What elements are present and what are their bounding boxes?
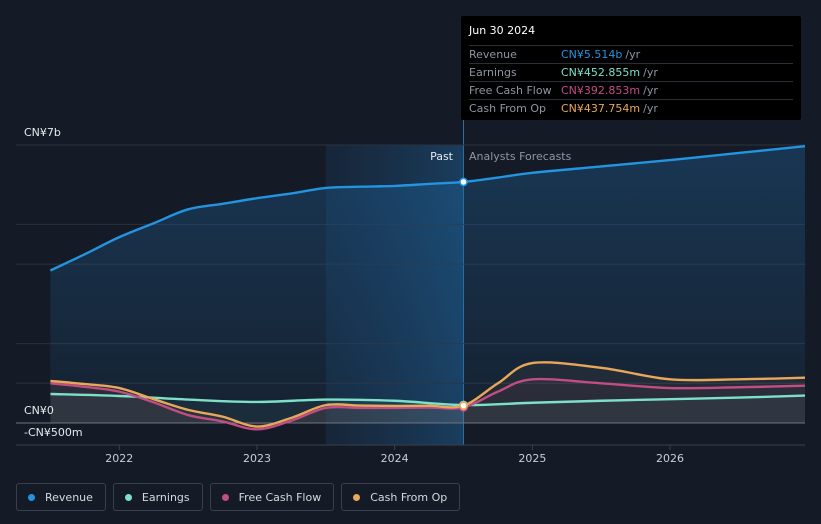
cash-from-op-marker	[459, 401, 468, 411]
x-tick-label: 2023	[243, 452, 271, 465]
cash-from-op-area	[50, 362, 806, 427]
x-tick-label: 2025	[518, 452, 546, 465]
legend-item-earnings[interactable]: Earnings	[112, 483, 203, 511]
forecast-label: Analysts Forecasts	[469, 150, 572, 163]
past-label: Past	[430, 150, 454, 163]
legend-label: Revenue	[45, 490, 93, 504]
tooltip-value: CN¥452.855m	[561, 66, 641, 79]
tooltip-row-revenue: Revenue CN¥5.514b /yr	[469, 45, 793, 63]
free-cash-flow-area	[50, 379, 806, 430]
cash-from-op-line	[50, 361, 806, 428]
tooltip: Jun 30 2024 Revenue CN¥5.514b /yr Earnin…	[461, 16, 801, 120]
revenue-area	[50, 146, 806, 424]
legend-dot-icon	[28, 493, 35, 501]
y-label-zero: CN¥0	[24, 404, 54, 417]
legend-label: Free Cash Flow	[238, 490, 322, 504]
tooltip-row-free-cash-flow: Free Cash Flow CN¥392.853m /yr	[469, 81, 793, 99]
legend-item-revenue[interactable]: Revenue	[16, 483, 106, 511]
tooltip-label: Revenue	[469, 48, 517, 61]
legend-item-cash-from-op[interactable]: Cash From Op	[341, 483, 461, 511]
legend-dot-icon	[124, 493, 132, 501]
x-tick-label: 2022	[105, 452, 133, 465]
revenue-line	[49, 144, 806, 272]
y-label-bottom: -CN¥500m	[24, 426, 83, 439]
tooltip-label: Free Cash Flow	[469, 84, 552, 97]
tooltip-value: CN¥437.754m	[561, 102, 641, 115]
tooltip-label: Earnings	[469, 66, 517, 79]
tooltip-row-earnings: Earnings CN¥452.855m /yr	[469, 63, 793, 81]
legend-dot-icon	[221, 493, 229, 501]
tooltip-label: Cash From Op	[469, 102, 547, 115]
tooltip-unit: /yr	[643, 84, 658, 97]
legend-item-free-cash-flow[interactable]: Free Cash Flow	[209, 483, 335, 511]
revenue-marker	[459, 177, 468, 187]
tooltip-value: CN¥392.853m	[561, 84, 641, 97]
tooltip-date: Jun 30 2024	[469, 24, 536, 37]
free-cash-flow-line	[50, 377, 806, 431]
legend: Revenue Earnings Free Cash Flow Cash Fro…	[16, 483, 467, 511]
legend-dot-icon	[353, 493, 361, 501]
legend-label: Cash From Op	[370, 490, 448, 504]
x-tick-label: 2024	[381, 452, 409, 465]
tooltip-row-cash-from-op: Cash From Op CN¥437.754m /yr	[469, 99, 793, 117]
x-tick-label: 2026	[656, 452, 684, 465]
y-label-top: CN¥7b	[24, 126, 61, 139]
earnings-line	[50, 392, 806, 407]
tooltip-value: CN¥5.514b	[561, 48, 623, 61]
legend-label: Earnings	[141, 490, 190, 504]
tooltip-unit: /yr	[643, 66, 658, 79]
tooltip-unit: /yr	[625, 48, 641, 61]
tooltip-unit: /yr	[643, 102, 658, 115]
